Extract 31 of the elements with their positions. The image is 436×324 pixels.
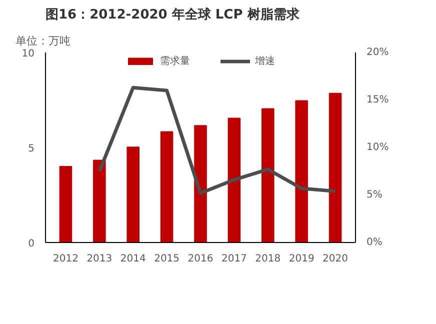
bar	[160, 131, 174, 242]
legend-label: 需求量	[160, 54, 190, 68]
bar	[59, 166, 72, 242]
x-tick-label: 2013	[86, 254, 112, 264]
bar	[126, 146, 140, 242]
line-series	[98, 86, 338, 195]
y2-tick-label: 0%	[366, 237, 382, 248]
bar	[93, 160, 106, 242]
y-tick-label: 0	[28, 238, 35, 250]
y2-tick-label: 15%	[366, 94, 389, 106]
x-tick-label: 2014	[120, 254, 146, 264]
y-tick-label: 10	[22, 48, 35, 60]
x-tick-label: 2019	[288, 254, 314, 264]
bar	[261, 108, 274, 242]
y2-tick-label: 5%	[366, 190, 382, 200]
x-tick-label: 2018	[255, 254, 281, 264]
bar	[328, 92, 342, 242]
x-tick-label: 2016	[188, 254, 214, 264]
x-tick-label: 2017	[221, 254, 247, 264]
y-tick-label: 5	[28, 144, 35, 154]
chart-title: 图16：2012-2020 年全球 LCP 树脂需求	[46, 6, 300, 22]
bar	[228, 118, 241, 242]
bar	[295, 100, 308, 242]
y2-tick-label: 10%	[366, 142, 389, 153]
bar	[194, 125, 207, 242]
x-tick-label: 2012	[52, 254, 78, 264]
y2-tick-label: 20%	[366, 47, 389, 58]
y-axis-title: 单位：万吨	[16, 34, 70, 48]
x-tick-label: 2020	[322, 254, 348, 264]
x-tick-label: 2015	[154, 254, 180, 264]
legend-label: 增速	[255, 54, 275, 68]
